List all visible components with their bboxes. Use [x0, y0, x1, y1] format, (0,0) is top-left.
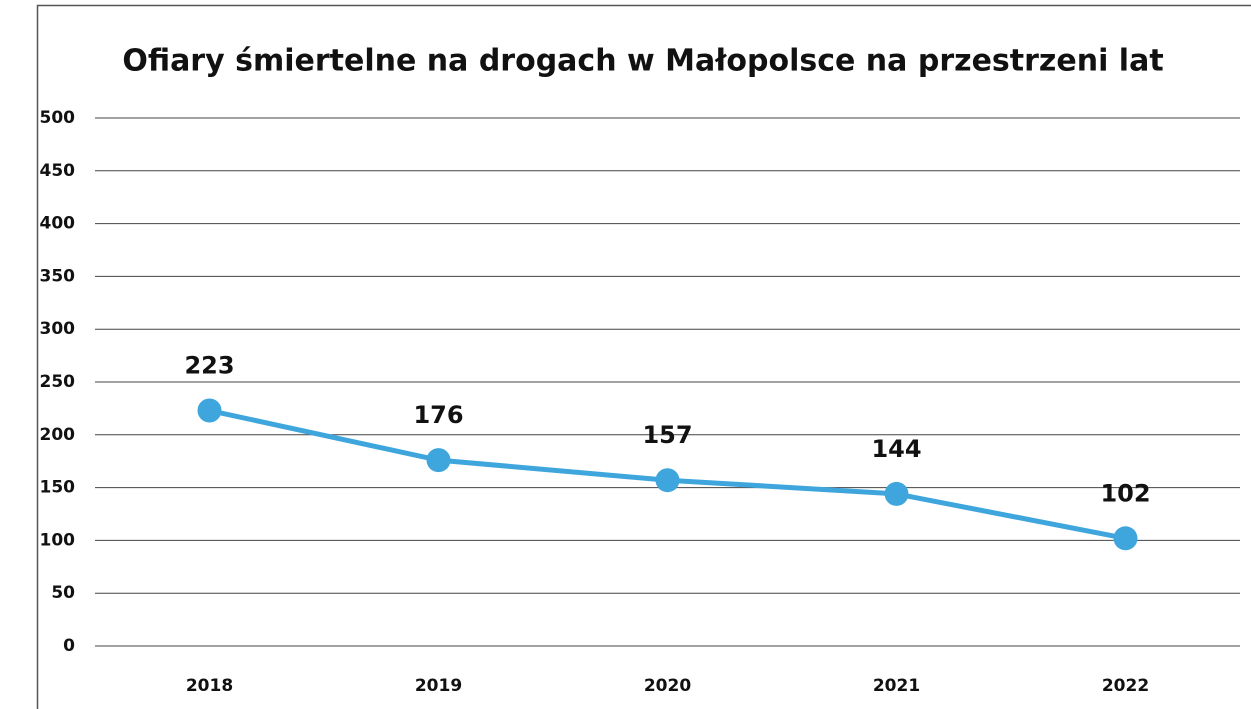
data-point: [197, 398, 222, 423]
data-label: 102: [1100, 479, 1150, 507]
y-tick-label: 50: [51, 583, 75, 603]
data-point: [884, 481, 909, 506]
data-point: [426, 448, 451, 473]
x-tick-label: 2021: [873, 676, 920, 696]
data-label: 157: [642, 421, 692, 449]
chart-title: Ofiary śmiertelne na drogach w Małopolsc…: [122, 44, 1163, 79]
y-tick-label: 100: [40, 530, 76, 550]
y-tick-label: 450: [40, 161, 76, 181]
y-tick-label: 250: [40, 372, 76, 392]
data-point: [655, 468, 680, 493]
y-tick-label: 200: [40, 425, 76, 445]
y-tick-label: 300: [40, 319, 76, 339]
data-label: 223: [184, 352, 234, 380]
y-tick-label: 350: [40, 266, 76, 286]
x-tick-label: 2018: [186, 676, 233, 696]
data-label: 144: [871, 435, 921, 463]
y-tick-label: 500: [40, 108, 76, 128]
y-tick-label: 150: [40, 478, 76, 498]
data-label: 176: [413, 401, 463, 429]
y-tick-label: 0: [63, 636, 75, 656]
y-tick-label: 400: [40, 214, 76, 234]
data-point: [1113, 526, 1138, 551]
x-tick-label: 2020: [644, 676, 691, 696]
x-tick-label: 2022: [1102, 676, 1149, 696]
x-tick-label: 2019: [415, 676, 462, 696]
chart-border: [36, 4, 1251, 709]
